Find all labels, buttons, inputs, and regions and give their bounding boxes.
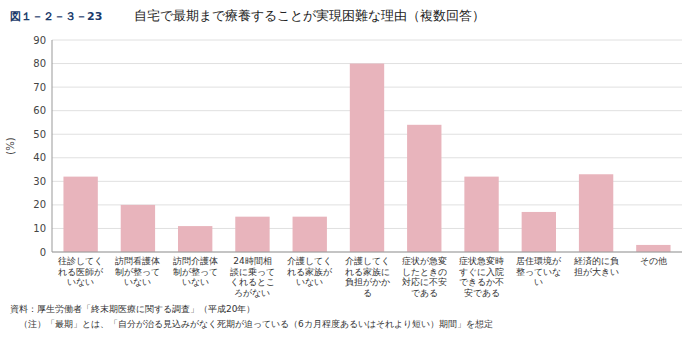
x-tick-label-line: したときの — [402, 267, 447, 277]
x-tick-label-line: すぐに入院 — [459, 267, 504, 277]
x-tick-label: 症状が急変したときの対応に不安である — [402, 256, 447, 298]
x-tick-label-line: 居住環境が — [516, 256, 562, 266]
x-tick-label-line: 症状急変時 — [459, 256, 504, 266]
x-tick-label-line: い — [534, 277, 543, 287]
background — [0, 0, 694, 343]
bar — [464, 177, 498, 252]
x-tick-label-line: 対応に不安 — [402, 277, 447, 287]
x-tick-label-line: 24時間相 — [233, 256, 271, 266]
x-tick-label: 居住環境が整っていない — [516, 256, 562, 287]
bar — [636, 245, 670, 252]
x-tick-label-line: れる家族に — [345, 267, 390, 277]
y-tick-label: 40 — [33, 152, 46, 163]
y-axis-label: (%) — [5, 137, 16, 154]
x-tick-label-line: 訪問介護体 — [173, 256, 218, 266]
bar — [63, 177, 97, 252]
grid — [52, 40, 682, 252]
y-tick-label: 10 — [33, 223, 46, 234]
x-tick-label: 訪問看護体制が整っていない — [115, 256, 160, 287]
y-tick-label: 70 — [33, 82, 46, 93]
y-tick-label: 60 — [33, 105, 46, 116]
x-tick-label: 24時間相談に乗ってくれるところがない — [230, 256, 275, 298]
x-tick-label-line: くれるとこ — [230, 277, 275, 287]
x-tick-label-line: 経済的に負 — [573, 256, 619, 266]
x-tick-label: 訪問介護体制が整っていない — [173, 256, 218, 287]
grid-line — [52, 40, 682, 41]
x-axis-line — [52, 252, 682, 253]
bars — [63, 64, 670, 252]
x-tick-label-line: 談に乗って — [230, 267, 275, 277]
x-tick-label-line: 症状が急変 — [402, 256, 447, 266]
x-tick-label-line: 安である — [464, 288, 500, 298]
x-tick-label-line: 往診してく — [58, 256, 103, 266]
x-tick-label-line: である — [411, 288, 438, 298]
x-tick-label: 往診してくれる医師がいない — [58, 256, 104, 287]
x-tick-label-line: 整っていな — [516, 267, 561, 277]
y-tick-label: 20 — [33, 199, 46, 210]
x-tick-label: 介護してくれる家族に負担がかかる — [345, 256, 390, 298]
x-tick-label-line: 制が整って — [115, 267, 160, 277]
title: 自宅で最期まで療養することが実現困難な理由（複数回答） — [134, 8, 485, 23]
x-tick-label-line: れる医師が — [58, 267, 104, 277]
x-tick-label-line: ろがない — [234, 288, 270, 298]
bar — [121, 205, 155, 252]
y-axis-line — [52, 40, 53, 252]
x-tick-label-line: 担が大きい — [574, 267, 619, 277]
chart: 図１－２－３－23 自宅で最期まで療養することが実現困難な理由（複数回答） 0 10 2… — [0, 0, 694, 343]
x-tick-label-line: 介護してく — [345, 256, 390, 266]
x-tick-label-line: 介護してく — [287, 256, 332, 266]
bar — [293, 217, 327, 252]
x-tick-label: 症状急変時すぐに入院できるか不安である — [459, 256, 504, 298]
y-tick-label: 80 — [33, 58, 46, 69]
figure-label: 図１－２－３－23 — [10, 10, 102, 23]
x-tick-label-line: 制が整って — [173, 267, 218, 277]
bar — [522, 212, 556, 252]
x-tick-label-line: れる家族が — [287, 267, 333, 277]
y-tick-label: 90 — [33, 35, 46, 46]
source-note: 資料：厚生労働者「終末期医療に関する調査」（平成20年） — [10, 304, 255, 314]
x-tick-label-line: その他 — [640, 256, 667, 266]
bar — [235, 217, 269, 252]
y-tick-label: 50 — [33, 129, 46, 140]
x-tick-label-line: いない — [182, 277, 209, 287]
bar — [350, 64, 384, 252]
x-tick-label: 経済的に負担が大きい — [573, 256, 619, 277]
x-tick-label-line: いない — [67, 277, 94, 287]
x-tick-label-line: いない — [124, 277, 151, 287]
x-tick-label-line: 訪問看護体 — [115, 256, 160, 266]
x-tick-label-line: 負担がかか — [345, 277, 390, 287]
grid-line — [52, 252, 682, 253]
x-tick-label-line: いない — [296, 277, 323, 287]
bar — [178, 226, 212, 252]
x-tick-label: 介護してくれる家族がいない — [287, 256, 333, 287]
source-note: （注）「最期」とは、「自分が治る見込みがなく死期が迫っている（6カ月程度あるいは… — [10, 319, 493, 329]
x-tick-label: その他 — [640, 256, 667, 266]
x-tick-label-line: できるか不 — [459, 277, 504, 287]
x-tick-label-line: る — [363, 288, 372, 298]
bar — [579, 174, 613, 252]
y-tick-label: 0 — [40, 247, 46, 258]
bar — [407, 125, 441, 252]
y-tick-label: 30 — [33, 176, 46, 187]
